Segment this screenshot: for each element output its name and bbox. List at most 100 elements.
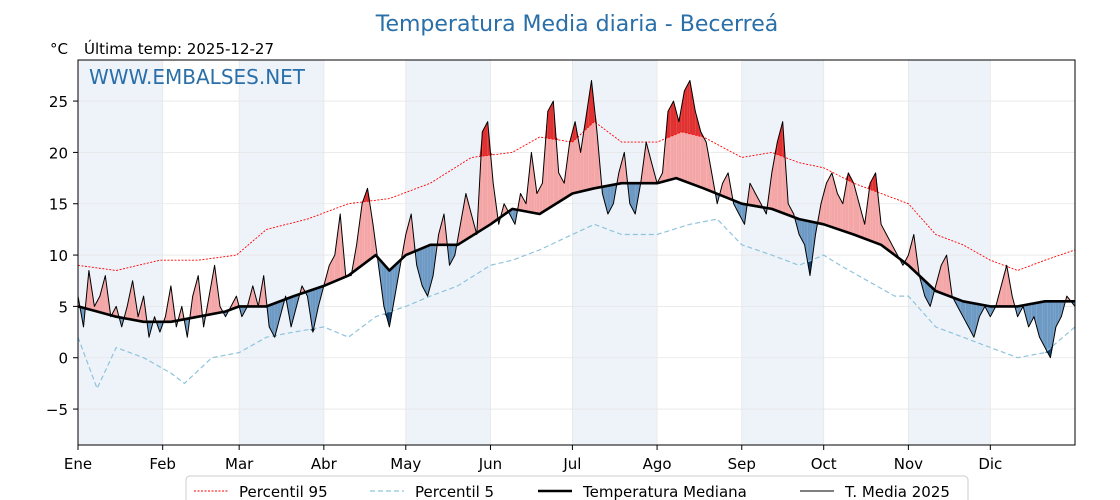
above-p95-fill [490, 152, 494, 156]
above-p95-fill [364, 188, 368, 202]
below-median-fill [965, 301, 969, 327]
below-median-fill [315, 287, 319, 320]
above-median-fill [113, 306, 117, 317]
below-median-fill [1017, 305, 1021, 317]
x-tick-label: Feb [149, 455, 176, 473]
above-p95-fill [870, 178, 873, 191]
below-median-fill [1047, 301, 1051, 358]
y-tick-label: 0 [58, 350, 68, 368]
series-line-media [77, 80, 1076, 359]
above-median-fill [531, 152, 535, 213]
above-median-fill [471, 214, 475, 237]
last-temp-label: Última temp: 2025-12-27 [84, 39, 274, 58]
above-median-fill [367, 188, 371, 262]
month-band [239, 60, 324, 445]
below-median-fill [277, 301, 281, 327]
y-tick-label: −5 [46, 401, 68, 419]
below-median-fill [930, 285, 933, 307]
above-median-fill [479, 131, 483, 232]
above-median-fill [209, 280, 212, 315]
above-median-fill [621, 152, 625, 184]
above-median-fill [127, 293, 130, 320]
month-band [572, 60, 658, 445]
above-median-fill [998, 285, 1002, 307]
chart-title: Temperatura Media diaria - Becerreá [375, 12, 778, 37]
below-median-fill [987, 305, 991, 317]
unit-label: °C [50, 40, 68, 58]
above-p95-fill [695, 111, 699, 136]
series-line-p5 [77, 218, 1076, 390]
y-axis: 25 20 15 10 5 0 −5 [46, 93, 78, 419]
above-median-fill [370, 206, 374, 260]
below-median-fill [632, 183, 636, 214]
above-median-fill [329, 260, 333, 284]
below-median-fill [804, 220, 808, 261]
above-median-fill [878, 198, 882, 245]
above-p95-fill [484, 121, 488, 156]
above-median-fill [881, 224, 884, 247]
legend-label: Percentil 95 [239, 483, 328, 500]
below-median-fill [424, 245, 428, 297]
above-median-fill [837, 193, 841, 230]
above-median-fill [332, 255, 335, 283]
above-p95-fill [668, 106, 671, 138]
above-median-fill [88, 270, 92, 311]
above-median-fill [840, 198, 843, 231]
above-median-fill [334, 234, 338, 282]
below-median-fill [1034, 302, 1037, 327]
above-median-fill [618, 162, 622, 184]
below-median-fill [310, 289, 313, 333]
below-median-fill [386, 267, 390, 327]
above-p95-fill [684, 85, 688, 134]
above-median-fill [659, 172, 663, 183]
above-median-fill [708, 157, 712, 192]
below-median-fill [1028, 303, 1032, 327]
above-p95-fill [676, 111, 679, 135]
below-median-fill [383, 264, 387, 317]
above-median-fill [460, 208, 464, 244]
above-median-fill [362, 196, 365, 266]
above-median-fill [539, 183, 543, 214]
above-median-fill [140, 296, 144, 322]
month-band [78, 60, 163, 445]
below-median-fill [635, 183, 638, 214]
below-median-fill [968, 302, 972, 333]
month-bands [78, 60, 991, 445]
above-median-fill [438, 224, 442, 245]
above-median-fill [941, 260, 944, 295]
below-median-fill [288, 297, 292, 327]
below-median-fill [610, 184, 614, 209]
x-tick-label: Jun [478, 455, 502, 473]
y-tick-label: 25 [49, 93, 68, 111]
above-median-fill [364, 188, 368, 264]
above-median-fill [542, 147, 546, 213]
above-median-fill [250, 285, 253, 307]
below-median-fill [990, 306, 994, 317]
below-median-fill [1053, 301, 1056, 343]
above-median-fill [534, 172, 537, 214]
below-median-fill [1058, 301, 1062, 322]
above-median-fill [465, 193, 469, 240]
above-p95-fill [1003, 265, 1007, 267]
below-median-fill [979, 304, 983, 317]
below-median-fill [293, 295, 297, 317]
above-median-fill [829, 172, 832, 228]
above-median-fill [725, 172, 729, 199]
below-median-fill [416, 249, 420, 276]
above-median-fill [233, 296, 237, 309]
above-median-fill [94, 301, 98, 312]
below-median-fill [427, 244, 431, 297]
below-median-fill [430, 244, 434, 286]
above-median-fill [408, 214, 412, 254]
x-tick-label: Jul [562, 455, 581, 473]
above-p95-fill [670, 101, 674, 137]
below-median-fill [269, 304, 272, 333]
above-median-fill [132, 280, 136, 321]
below-median-fill [607, 185, 611, 214]
above-median-fill [889, 239, 892, 254]
x-tick-label: Oct [811, 455, 837, 473]
x-tick-label: Ene [64, 455, 92, 473]
above-median-fill [842, 188, 846, 232]
above-p95-fill [482, 126, 485, 157]
